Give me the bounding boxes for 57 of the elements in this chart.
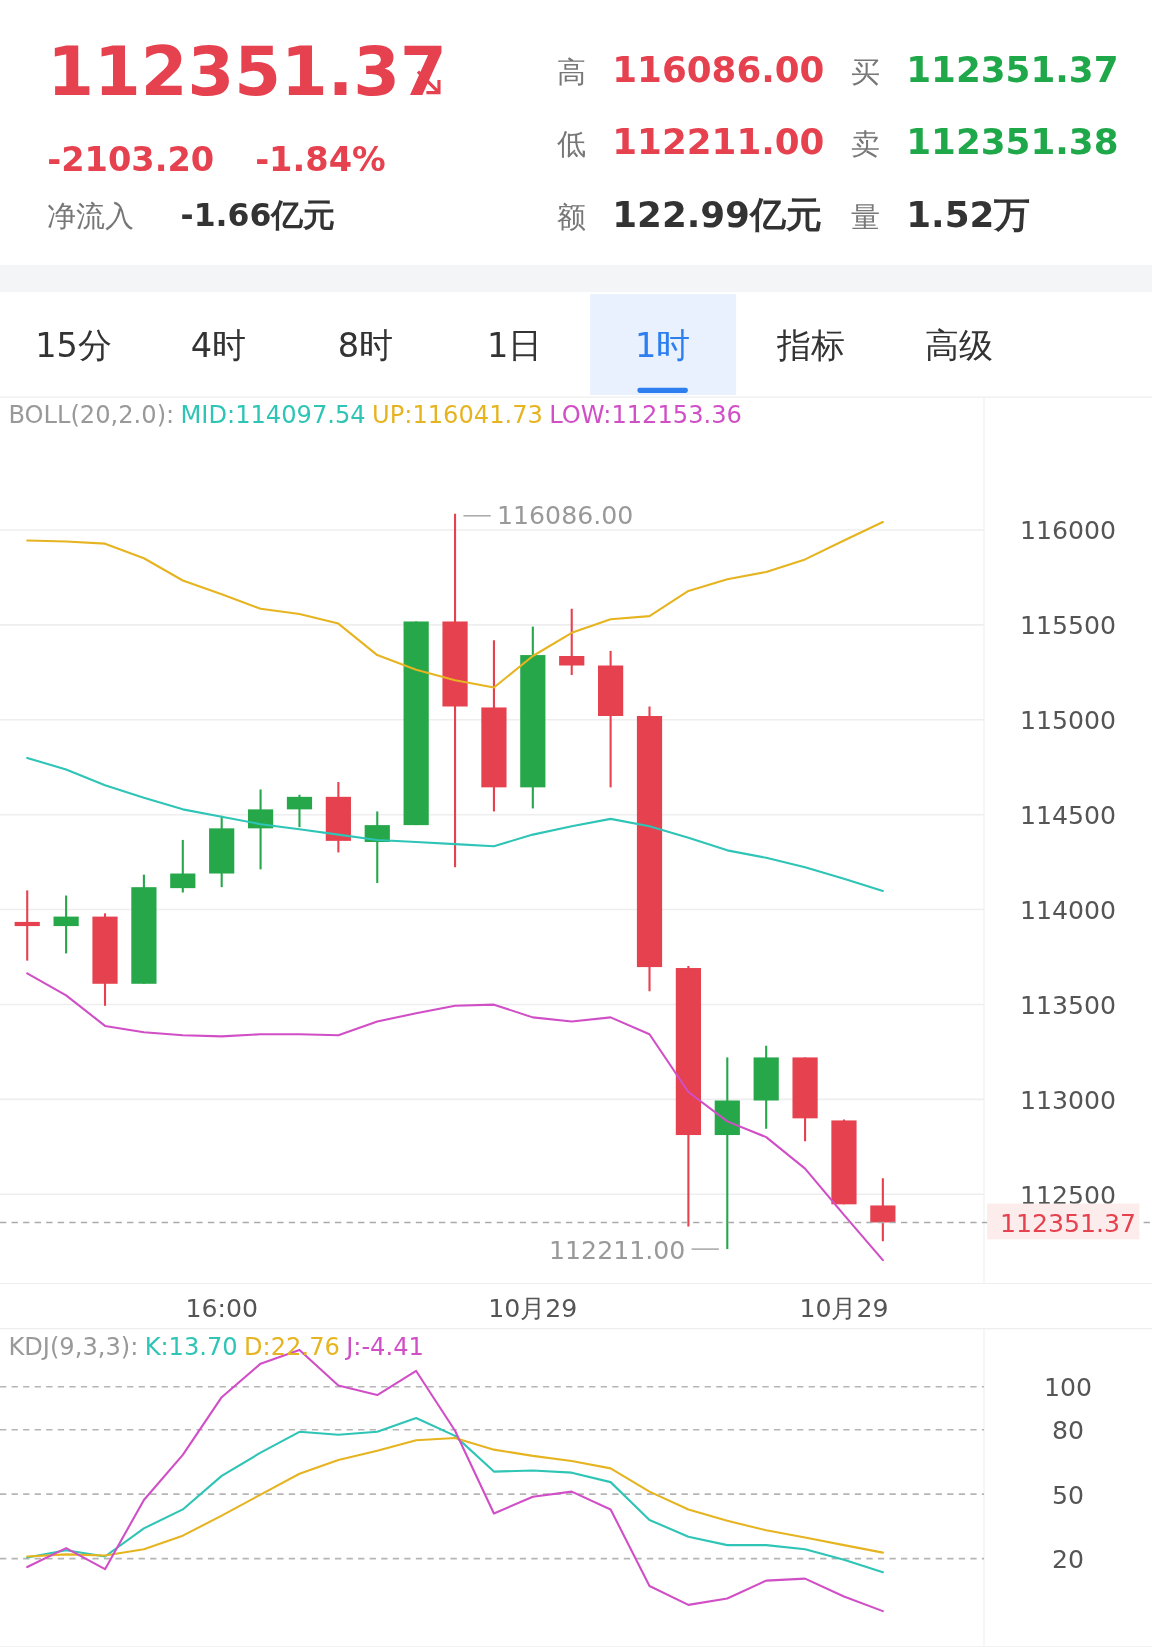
text: UP:116041.73 xyxy=(372,401,543,430)
candlestick xyxy=(53,894,79,955)
line-series xyxy=(26,756,884,893)
y-tick-label: 80 xyxy=(1051,1416,1085,1446)
text: -1.66亿元 xyxy=(180,196,336,233)
text: 额 xyxy=(556,200,586,235)
legend-title: BOLL(20,2.0): xyxy=(8,401,175,430)
line-series xyxy=(26,972,884,1262)
y-tick-label: 115000 xyxy=(1019,706,1117,736)
y-tick-label: 112500 xyxy=(1019,1180,1117,1210)
x-tick-label: 10月29 xyxy=(799,1294,889,1324)
text: 高级 xyxy=(924,326,993,366)
text: 1时 xyxy=(634,326,691,366)
line-series xyxy=(26,1437,884,1558)
y-tick-label: 113000 xyxy=(1019,1085,1117,1115)
text: 买 xyxy=(850,55,880,90)
text: D:22.76 xyxy=(244,1332,340,1361)
text: -1.84% xyxy=(255,140,386,180)
text: 112351.37 xyxy=(906,49,1119,91)
candlestick xyxy=(559,607,585,677)
text: 高 xyxy=(556,55,586,90)
y-tick-label: 113500 xyxy=(1019,990,1117,1020)
legend-title: KDJ(9,3,3): xyxy=(8,1332,139,1361)
line-series xyxy=(26,1417,884,1574)
text: 净流入 xyxy=(47,198,135,233)
text: 15分 xyxy=(35,326,112,366)
x-tick-label: 10月29 xyxy=(488,1294,578,1324)
text: MID:114097.54 xyxy=(180,401,366,430)
y-tick-label: 20 xyxy=(1051,1545,1085,1575)
text: 122.99亿元 xyxy=(612,194,822,236)
text: -2103.20 xyxy=(47,140,215,180)
text: 卖 xyxy=(850,126,880,161)
text: 116086.00 xyxy=(612,49,825,91)
y-tick-label: 50 xyxy=(1051,1480,1085,1510)
y-tick-label: 100 xyxy=(1043,1373,1093,1403)
text: LOW:112153.36 xyxy=(549,401,742,430)
annotation: 116086.00 xyxy=(497,501,634,531)
text: 112351.38 xyxy=(906,120,1119,162)
y-tick-label: 115500 xyxy=(1019,611,1117,641)
text: 8时 xyxy=(337,326,394,366)
text: 低 xyxy=(556,126,586,161)
x-tick-label: 16:00 xyxy=(185,1294,258,1324)
y-tick-label: 116000 xyxy=(1019,516,1117,546)
annotation: 112211.00 xyxy=(549,1235,686,1265)
text: 量 xyxy=(850,200,880,235)
text: K:13.70 xyxy=(144,1332,238,1361)
ref-line-label: 112351.37 xyxy=(999,1208,1137,1238)
text: 1日 xyxy=(486,326,543,366)
text: 112351.37 xyxy=(47,32,447,111)
candlestick xyxy=(14,889,40,962)
series-label: J:-4.41 xyxy=(344,1332,424,1361)
text: 112211.00 xyxy=(612,120,825,162)
text: 1.52万 xyxy=(906,194,1031,236)
text: 指标 xyxy=(775,326,845,366)
text: 4时 xyxy=(190,326,247,366)
y-tick-label: 114000 xyxy=(1019,896,1117,926)
y-tick-label: 114500 xyxy=(1019,801,1117,831)
